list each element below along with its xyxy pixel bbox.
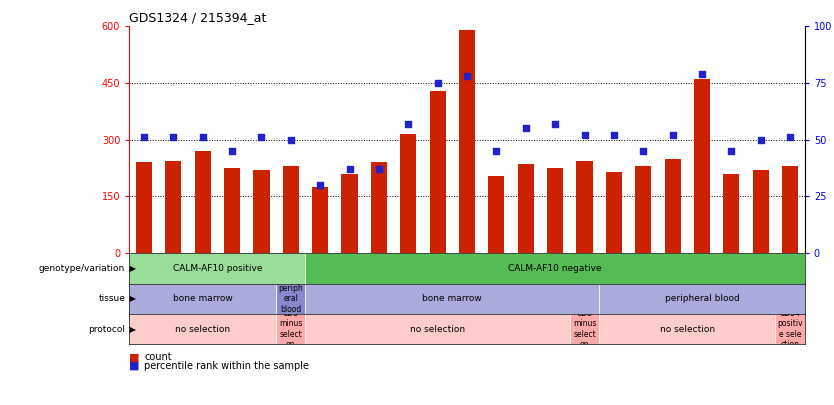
Bar — [194, 151, 211, 253]
Point — [490, 148, 503, 154]
Bar — [599, 284, 805, 314]
Bar — [283, 166, 299, 253]
Point — [225, 148, 239, 154]
Text: no selection: no selection — [410, 324, 465, 334]
Point — [578, 132, 591, 139]
Point — [314, 182, 327, 188]
Bar — [723, 174, 740, 253]
Text: ■: ■ — [129, 360, 140, 371]
Bar — [605, 172, 622, 253]
Point — [372, 166, 385, 173]
Bar — [305, 284, 599, 314]
Bar — [489, 176, 505, 253]
Bar — [276, 284, 305, 314]
Point — [696, 71, 709, 77]
Text: GDS1324 / 215394_at: GDS1324 / 215394_at — [129, 11, 267, 24]
Bar — [224, 168, 240, 253]
Text: periph
eral
blood: periph eral blood — [279, 284, 304, 313]
Text: percentile rank within the sample: percentile rank within the sample — [144, 360, 309, 371]
Point — [754, 136, 767, 143]
Text: bone marrow: bone marrow — [173, 294, 233, 303]
Point — [343, 166, 356, 173]
Bar — [547, 168, 563, 253]
Text: bone marrow: bone marrow — [423, 294, 482, 303]
Bar — [341, 174, 358, 253]
Point — [284, 136, 298, 143]
Point — [196, 134, 209, 141]
Bar — [129, 284, 276, 314]
Bar — [518, 164, 534, 253]
Bar — [430, 91, 445, 253]
Text: CALM-AF10 negative: CALM-AF10 negative — [509, 264, 602, 273]
Text: CD34
positiv
e sele
ction: CD34 positiv e sele ction — [777, 309, 803, 349]
Bar — [254, 170, 269, 253]
Bar — [371, 162, 387, 253]
Point — [519, 125, 532, 132]
Text: no selection: no selection — [175, 324, 230, 334]
Text: CALM-AF10 positive: CALM-AF10 positive — [173, 264, 262, 273]
Bar — [276, 314, 305, 344]
Point — [549, 121, 562, 127]
Text: genotype/variation: genotype/variation — [39, 264, 125, 273]
Text: peripheral blood: peripheral blood — [665, 294, 740, 303]
Bar — [782, 166, 798, 253]
Bar — [305, 253, 805, 284]
Bar — [129, 314, 276, 344]
Point — [431, 80, 445, 86]
Bar — [599, 314, 776, 344]
Bar — [694, 79, 710, 253]
Text: protocol: protocol — [88, 324, 125, 334]
Text: no selection: no selection — [660, 324, 715, 334]
Point — [138, 134, 151, 141]
Text: ■: ■ — [129, 352, 140, 362]
Bar — [312, 187, 329, 253]
Point — [460, 73, 474, 79]
Bar — [576, 160, 593, 253]
Text: CD3
minus
select
on: CD3 minus select on — [279, 309, 303, 349]
Point — [402, 121, 415, 127]
Bar — [752, 170, 769, 253]
Bar — [165, 160, 182, 253]
Point — [725, 148, 738, 154]
Point — [636, 148, 650, 154]
Point — [783, 134, 796, 141]
Bar — [305, 314, 570, 344]
Text: tissue: tissue — [98, 294, 125, 303]
Text: ▶: ▶ — [127, 264, 136, 273]
Bar — [136, 162, 152, 253]
Bar — [636, 166, 651, 253]
Text: CD3
minus
select
on: CD3 minus select on — [573, 309, 596, 349]
Point — [607, 132, 620, 139]
Text: count: count — [144, 352, 172, 362]
Point — [666, 132, 680, 139]
Bar — [776, 314, 805, 344]
Bar — [129, 253, 305, 284]
Bar — [570, 314, 599, 344]
Text: ▶: ▶ — [127, 294, 136, 303]
Text: ▶: ▶ — [127, 324, 136, 334]
Point — [167, 134, 180, 141]
Bar — [665, 159, 681, 253]
Bar — [400, 134, 416, 253]
Bar — [459, 30, 475, 253]
Point — [254, 134, 268, 141]
